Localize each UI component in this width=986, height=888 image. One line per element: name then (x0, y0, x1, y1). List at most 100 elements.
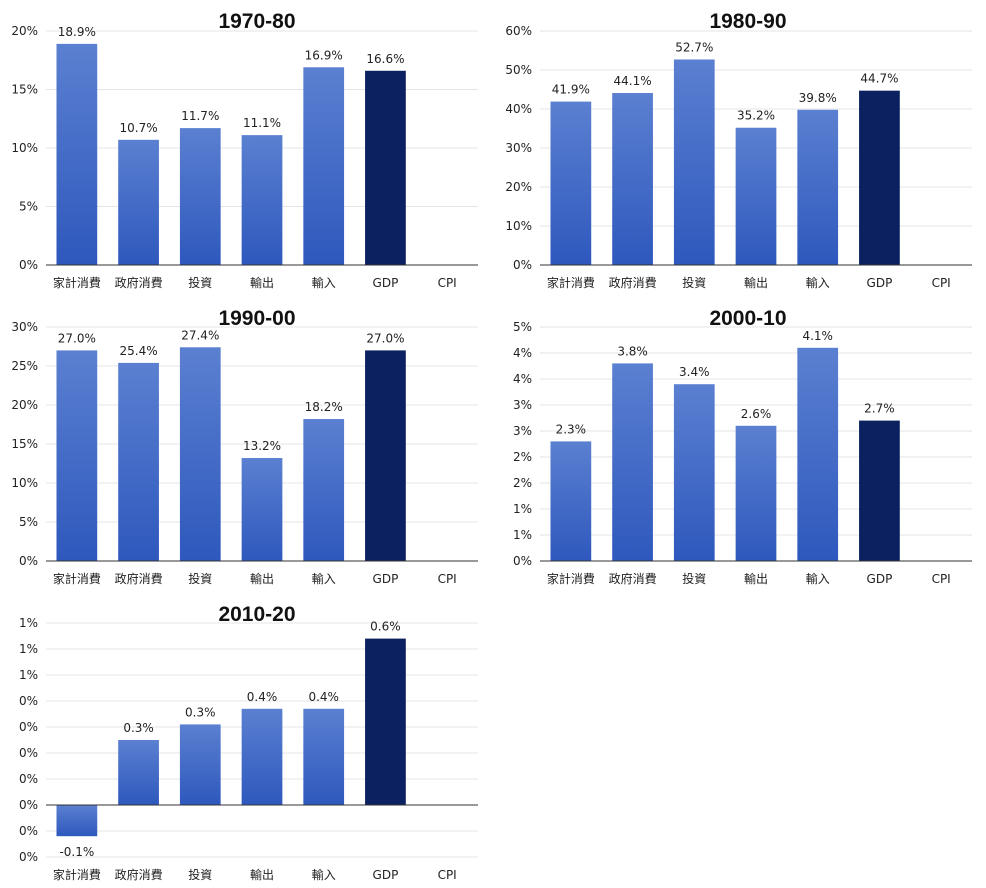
y-tick-label: 30% (11, 320, 38, 334)
y-tick-label: 0% (19, 798, 38, 812)
category-label: 輸出 (250, 571, 274, 586)
category-label: 政府消費 (609, 571, 657, 586)
bar-家計消費 (56, 43, 98, 266)
chart-title: 2010-20 (218, 603, 295, 626)
data-label: 27.4% (181, 328, 219, 342)
category-label: 政府消費 (115, 275, 163, 290)
y-tick-label: 10% (505, 219, 532, 233)
y-tick-label: 20% (11, 398, 38, 412)
category-label: 家計消費 (547, 571, 595, 586)
data-label: 25.4% (120, 344, 158, 358)
category-label: GDP (373, 572, 399, 586)
y-tick-label: 5% (513, 320, 532, 334)
data-label: 3.8% (617, 344, 648, 358)
category-label: CPI (932, 276, 951, 290)
category-label: 政府消費 (115, 571, 163, 586)
y-tick-label: 30% (505, 141, 532, 155)
bar-投資 (179, 724, 221, 805)
y-tick-label: 3% (513, 424, 532, 438)
y-tick-label: 20% (11, 24, 38, 38)
bar-輸出 (241, 458, 283, 561)
bar-家計消費 (56, 350, 98, 561)
bar-家計消費 (550, 441, 592, 561)
y-tick-label: 1% (19, 642, 38, 656)
y-tick-label: 0% (19, 554, 38, 568)
y-tick-label: 1% (513, 502, 532, 516)
bar-家計消費 (550, 101, 592, 265)
data-label: 2.3% (556, 422, 587, 436)
y-tick-label: 25% (11, 359, 38, 373)
category-label: 投資 (682, 275, 706, 290)
bar-輸出 (735, 127, 777, 265)
bar-政府消費 (612, 93, 653, 265)
chart-panel-2010-20: 2010-20 0% 0% 0% 0% 0% 0% 0% 1% 1% 1% -0.1% 家計消費 0.3%… (19, 603, 478, 882)
category-label: 輸入 (312, 867, 336, 882)
category-label: 家計消費 (53, 275, 101, 290)
y-tick-label: 2% (513, 476, 532, 490)
data-label: 16.9% (305, 48, 343, 62)
category-label: 政府消費 (115, 867, 163, 882)
y-tick-label: 2% (513, 450, 532, 464)
bar-輸出 (735, 425, 777, 561)
data-label: 3.4% (679, 365, 710, 379)
data-label: 0.4% (247, 690, 278, 704)
bar-投資 (673, 59, 715, 265)
category-label: 投資 (188, 571, 212, 586)
bar-輸入 (303, 419, 345, 561)
category-label: 家計消費 (547, 275, 595, 290)
category-label: 投資 (188, 867, 212, 882)
y-tick-label: 3% (513, 398, 532, 412)
data-label: -0.1% (59, 845, 94, 859)
bar-輸出 (241, 708, 283, 805)
bar-家計消費 (56, 805, 98, 837)
category-label: CPI (438, 276, 457, 290)
data-label: 2.6% (741, 407, 772, 421)
category-label: 家計消費 (53, 571, 101, 586)
bar-政府消費 (118, 740, 159, 805)
y-tick-label: 5% (19, 515, 38, 529)
y-tick-label: 0% (19, 850, 38, 864)
category-label: CPI (932, 572, 951, 586)
category-label: GDP (373, 276, 399, 290)
data-label: 27.0% (366, 331, 404, 345)
data-label: 44.7% (860, 72, 898, 86)
bar-政府消費 (118, 362, 159, 561)
data-label: 16.6% (366, 52, 404, 66)
chart-title: 1990-00 (218, 307, 295, 330)
data-label: 44.1% (614, 74, 652, 88)
data-label: 0.4% (308, 690, 339, 704)
category-label: GDP (373, 868, 399, 882)
y-tick-label: 20% (505, 180, 532, 194)
data-label: 35.2% (737, 109, 775, 123)
y-tick-label: 1% (19, 668, 38, 682)
y-tick-label: 0% (19, 772, 38, 786)
data-label: 39.8% (799, 91, 837, 105)
y-tick-label: 5% (19, 200, 38, 214)
y-tick-label: 10% (11, 141, 38, 155)
data-label: 13.2% (243, 439, 281, 453)
y-tick-label: 15% (11, 437, 38, 451)
category-label: CPI (438, 868, 457, 882)
bar-投資 (179, 128, 221, 265)
category-label: 輸出 (250, 867, 274, 882)
category-label: 投資 (188, 275, 212, 290)
data-label: 0.3% (185, 705, 216, 719)
y-tick-label: 4% (513, 372, 532, 386)
bar-GDP (859, 420, 900, 561)
category-label: CPI (438, 572, 457, 586)
bar-GDP (365, 638, 406, 805)
y-tick-label: 0% (513, 554, 532, 568)
data-label: 18.9% (58, 25, 96, 39)
category-label: 輸入 (312, 275, 336, 290)
y-tick-label: 0% (19, 258, 38, 272)
bar-政府消費 (118, 139, 159, 265)
data-label: 0.3% (123, 721, 154, 735)
data-label: 11.7% (181, 109, 219, 123)
y-tick-label: 0% (513, 258, 532, 272)
y-tick-label: 0% (19, 720, 38, 734)
data-label: 0.6% (370, 620, 401, 634)
y-tick-label: 4% (513, 346, 532, 360)
bar-輸出 (241, 135, 283, 265)
data-label: 10.7% (120, 121, 158, 135)
